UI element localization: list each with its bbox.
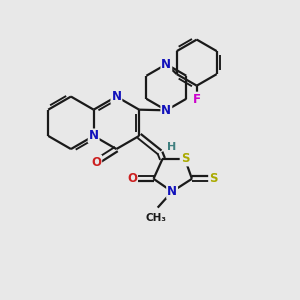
Text: S: S (209, 172, 218, 185)
Text: CH₃: CH₃ (146, 213, 167, 224)
Text: O: O (91, 156, 101, 169)
Text: O: O (127, 172, 137, 185)
Text: N: N (161, 104, 171, 117)
Text: F: F (193, 93, 201, 106)
Text: N: N (111, 90, 122, 103)
Text: H: H (167, 142, 177, 152)
Text: N: N (167, 185, 177, 198)
Text: N: N (161, 58, 171, 71)
Text: N: N (89, 129, 99, 142)
Text: S: S (181, 152, 189, 166)
